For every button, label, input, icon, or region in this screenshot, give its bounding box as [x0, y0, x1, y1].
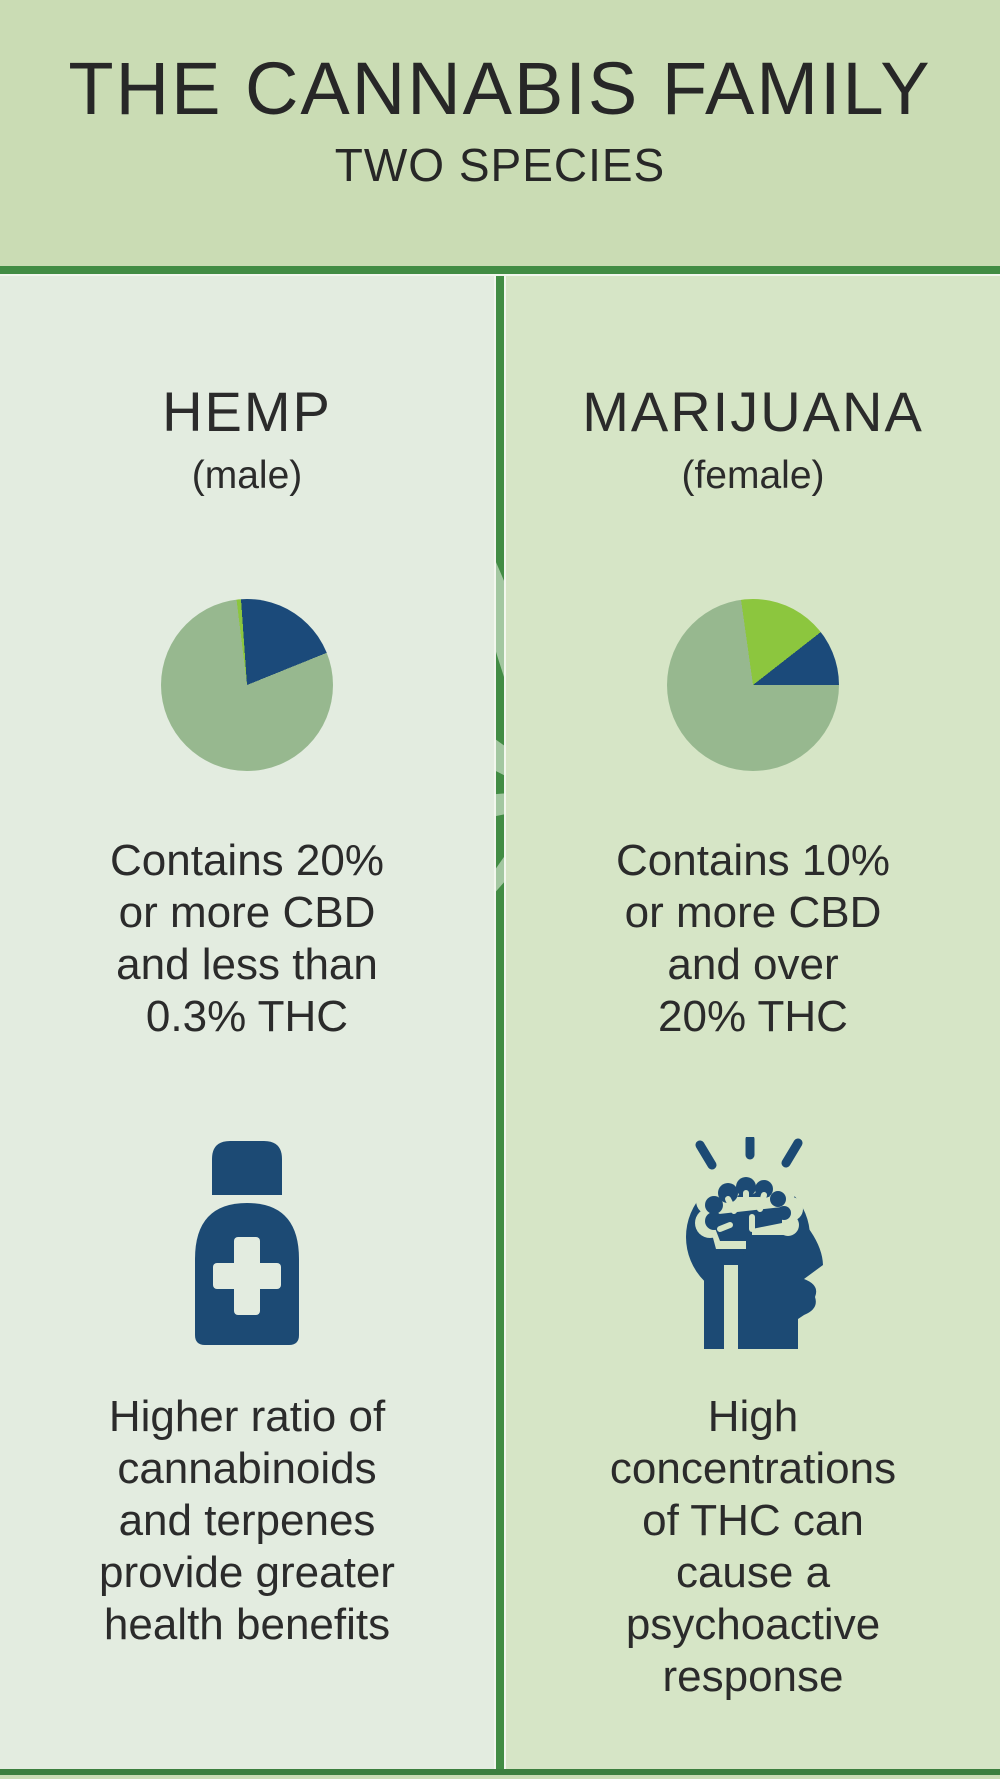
columns-container: HEMP (male) Contains 20% or more CBD and… [0, 276, 1000, 1775]
head-brain-icon [686, 1137, 823, 1349]
hemp-subheading: (male) [191, 454, 303, 497]
marijuana-pie-chart [667, 599, 839, 771]
hemp-heading: HEMP [162, 380, 332, 443]
marijuana-heading: MARIJUANA [582, 380, 924, 443]
marijuana-subheading: (female) [681, 454, 825, 497]
marijuana-column: MARIJUANA (female) Contains 10% or more … [506, 276, 1000, 1769]
page-title: THE CANNABIS FAMILY [68, 47, 932, 130]
hemp-composition-text: Contains 20% or more CBD and less than 0… [110, 836, 384, 1041]
medicine-bottle-icon [195, 1141, 299, 1345]
horizontal-divider [0, 266, 1000, 276]
hemp-pie-chart [161, 599, 333, 771]
hemp-column: HEMP (male) Contains 20% or more CBD and… [0, 276, 494, 1769]
vertical-divider [494, 276, 506, 1769]
hemp-description-text: Higher ratio of cannabinoids and terpene… [99, 1392, 395, 1649]
hemp-icon-wrap [0, 1137, 494, 1349]
header: THE CANNABIS FAMILY TWO SPECIES [0, 0, 1000, 266]
page-subtitle: TWO SPECIES [334, 138, 666, 191]
marijuana-icon-wrap [506, 1137, 1000, 1349]
marijuana-composition-text: Contains 10% or more CBD and over 20% TH… [616, 836, 890, 1041]
marijuana-description-text: High concentrations of THC can cause a p… [609, 1392, 897, 1701]
